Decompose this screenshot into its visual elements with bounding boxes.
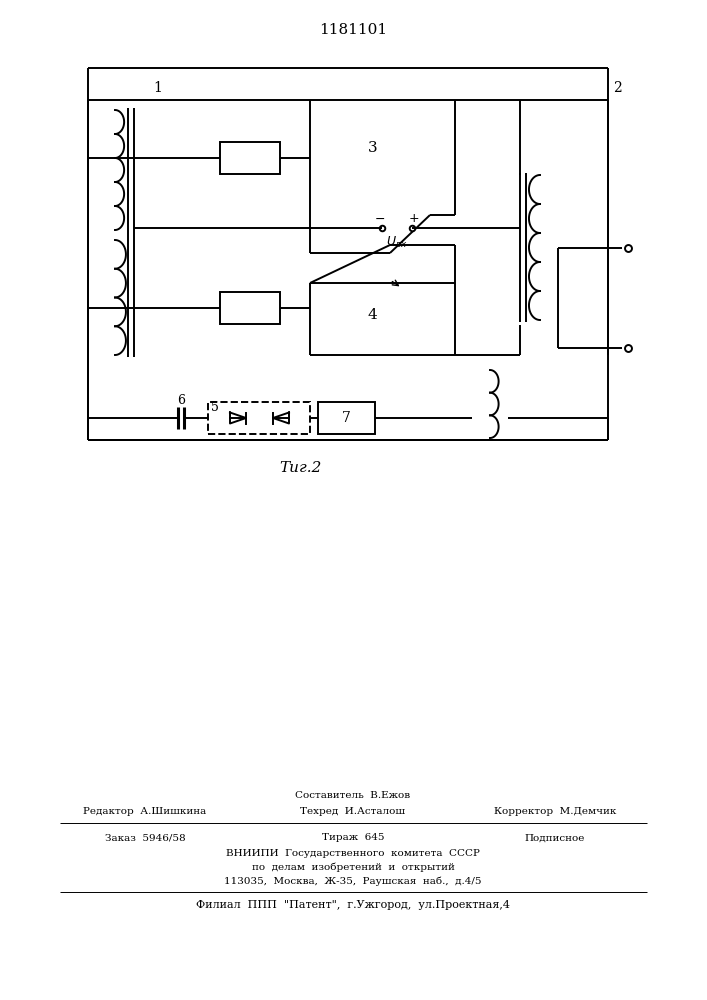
Text: Филиал  ППП  "Патент",  г.Ужгород,  ул.Проектная,4: Филиал ППП "Патент", г.Ужгород, ул.Проек… [196,900,510,910]
Text: ВНИИПИ  Государственного  комитета  СССР: ВНИИПИ Государственного комитета СССР [226,848,480,857]
Text: по  делам  изобретений  и  открытий: по делам изобретений и открытий [252,862,455,872]
Bar [318,402,375,434]
Text: $U_{вх}$: $U_{вх}$ [386,234,408,250]
Text: Подписное: Подписное [525,834,585,842]
Text: Техред  И.Асталош: Техред И.Асталош [300,808,406,816]
Bar [220,292,280,324]
Text: 4: 4 [368,308,378,322]
Text: Корректор  М.Демчик: Корректор М.Демчик [493,808,617,816]
Text: Составитель  В.Ежов: Составитель В.Ежов [296,790,411,800]
Text: 1181101: 1181101 [319,23,387,37]
Bar [220,142,280,174]
Text: 3: 3 [368,140,378,154]
Text: 113035,  Москва,  Ж-35,  Раушская  наб.,  д.4/5: 113035, Москва, Ж-35, Раушская наб., д.4… [224,876,481,886]
Text: Редактор  А.Шишкина: Редактор А.Шишкина [83,808,206,816]
Text: Τиг.2: Τиг.2 [279,461,321,475]
Text: 1: 1 [153,81,163,95]
Bar [208,402,310,434]
Text: −: − [375,213,385,226]
Text: Заказ  5946/58: Заказ 5946/58 [105,834,185,842]
Text: 5: 5 [211,401,219,414]
Text: 7: 7 [342,411,351,425]
Text: 2: 2 [613,81,621,95]
Text: Тираж  645: Тираж 645 [322,834,384,842]
Text: +: + [409,213,419,226]
Text: 6: 6 [177,393,185,406]
